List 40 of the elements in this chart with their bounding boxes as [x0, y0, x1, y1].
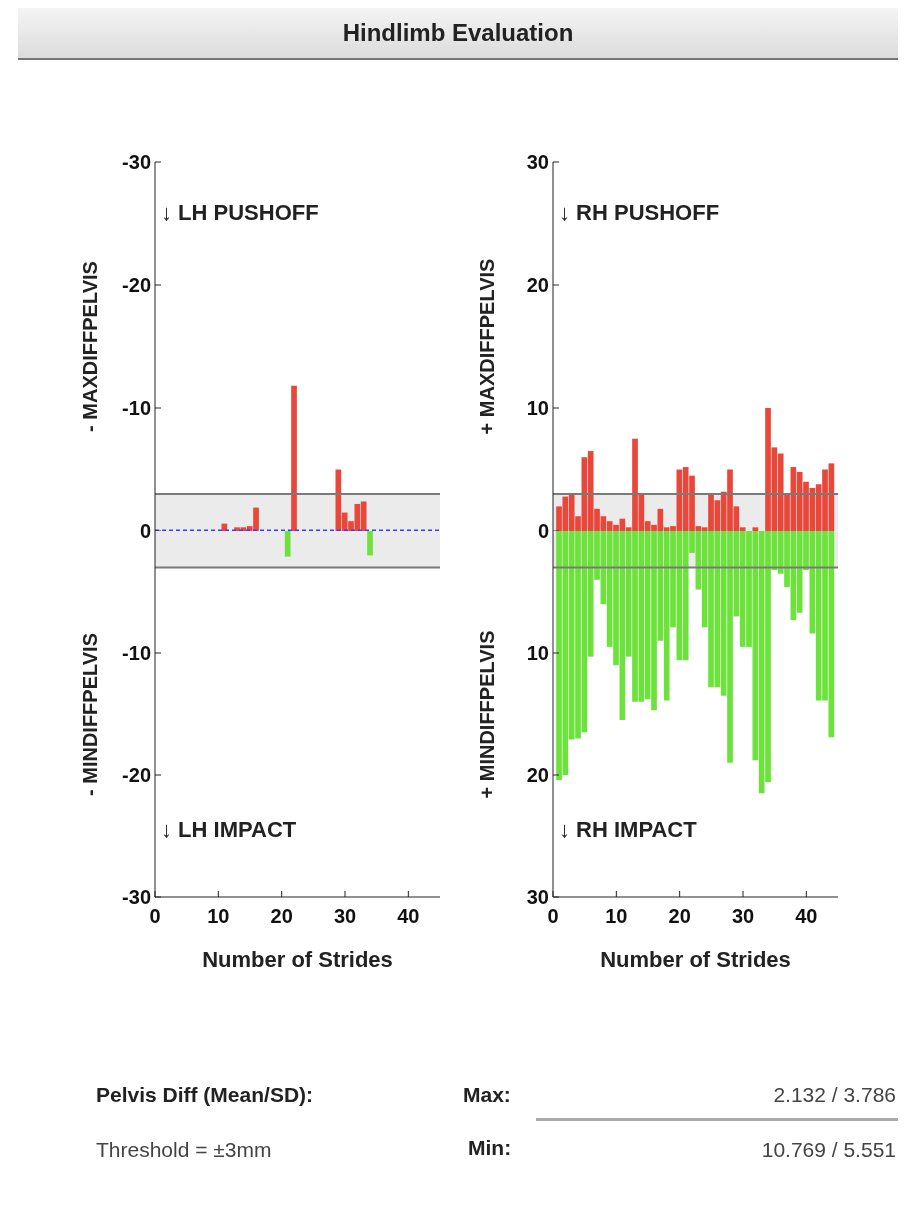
- y-tick-label: 0: [139, 520, 151, 542]
- x-axis-title: Number of Strides: [600, 947, 791, 972]
- chart-title: Hindlimb Evaluation: [18, 8, 898, 60]
- text: Threshold = ±3mm: [96, 1138, 272, 1162]
- text: 10.769 / 5.551: [761, 1138, 896, 1162]
- x-tick-label: 10: [605, 905, 628, 927]
- y-tick-label: -10: [122, 642, 151, 664]
- y-axis-title: + MINDIFFPELVIS: [476, 630, 500, 798]
- y-tick-label: -30: [122, 151, 151, 173]
- y-tick-label: 30: [526, 886, 549, 908]
- y-axis-title: - MINDIFFPELVIS: [78, 632, 102, 796]
- y-tick-label: 0: [537, 520, 549, 542]
- y-tick-label: 20: [526, 274, 549, 296]
- y-tick-label: 10: [526, 397, 549, 419]
- text: Min:: [468, 1136, 512, 1160]
- x-tick-label: 30: [731, 905, 755, 927]
- y-tick-label: -20: [122, 764, 151, 786]
- y-tick-label: 20: [526, 764, 549, 786]
- x-tick-label: 30: [333, 905, 357, 927]
- x-tick-label: 20: [668, 905, 691, 927]
- text: 2.132 / 3.786: [773, 1083, 896, 1107]
- y-tick-label: -20: [122, 274, 151, 296]
- annotation: ↓ LH IMPACT: [161, 817, 297, 843]
- text: Pelvis Diff (Mean/SD):: [96, 1083, 314, 1107]
- text: Max:: [463, 1083, 511, 1107]
- y-tick-label: -30: [122, 886, 151, 908]
- x-tick-label: 20: [270, 905, 293, 927]
- annotation: ↓ RH PUSHOFF: [559, 200, 720, 226]
- bar: [752, 527, 759, 531]
- y-tick-label: 10: [526, 642, 549, 664]
- x-tick-label: 40: [397, 905, 420, 927]
- x-tick-label: 10: [207, 905, 230, 927]
- x-axis-title: Number of Strides: [202, 947, 393, 972]
- y-tick-label: 30: [526, 151, 549, 173]
- annotation: ↓ RH IMPACT: [559, 817, 697, 843]
- y-axis-title: - MAXDIFFPELVIS: [78, 261, 102, 432]
- x-tick-label: 40: [795, 905, 818, 927]
- y-tick-label: -10: [122, 397, 151, 419]
- y-axis-title: + MAXDIFFPELVIS: [476, 258, 500, 435]
- annotation: ↓ LH PUSHOFF: [161, 200, 319, 226]
